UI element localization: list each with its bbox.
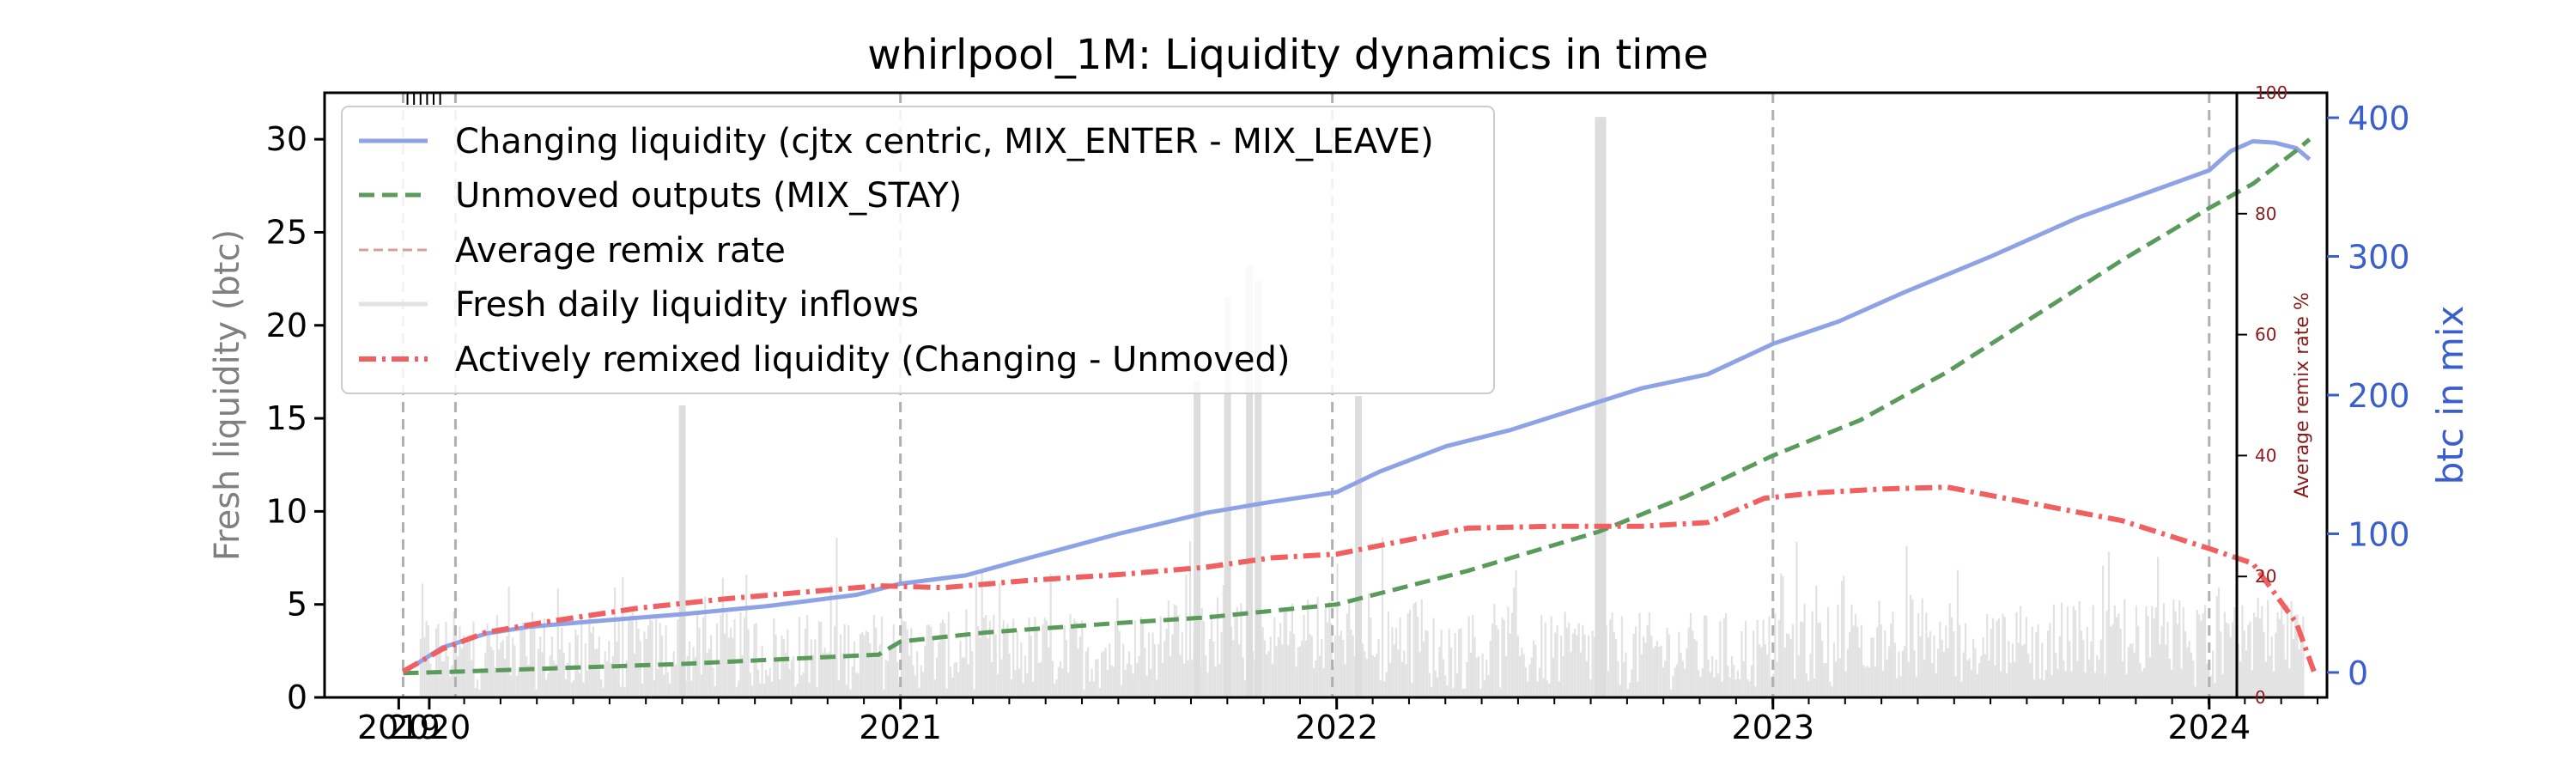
- fresh-inflow-bars: [419, 117, 2305, 697]
- legend-label-remixed: Actively remixed liquidity (Changing - U…: [455, 340, 1291, 380]
- left-tick-label: 0: [287, 679, 307, 716]
- remix-tick-label: 100: [2255, 82, 2287, 103]
- left-tick-label: 20: [266, 307, 307, 344]
- remix-tick-label: 0: [2255, 687, 2266, 708]
- left-tick-label: 10: [266, 492, 307, 530]
- remix-axis-label: Average remix rate %: [2292, 292, 2313, 498]
- legend: Changing liquidity (cjtx centric, MIX_EN…: [341, 106, 1495, 394]
- x-tick-label: 2019: [357, 709, 440, 746]
- left-axis-ticks: 0 5 10 15 20 25 30: [266, 120, 325, 716]
- inflow-peak-bar: [1355, 396, 1363, 697]
- left-tick-label: 15: [266, 399, 307, 437]
- x-tick-label: 2022: [1295, 709, 1378, 746]
- left-tick-label: 25: [266, 213, 307, 251]
- remix-axis-ticks: 0 20 40 60 80 100: [2237, 82, 2287, 708]
- remix-tick-label: 20: [2255, 566, 2276, 587]
- legend-box: [341, 106, 1495, 394]
- btc-tick-label: 300: [2348, 239, 2410, 277]
- x-tick-label: 2023: [1731, 709, 1814, 746]
- remix-tick-label: 80: [2255, 204, 2276, 224]
- inflow-peak-bar: [1255, 280, 1262, 697]
- btc-axis-ticks: 0 100 200 300 400: [2327, 100, 2410, 692]
- legend-label-changing: Changing liquidity (cjtx centric, MIX_EN…: [455, 122, 1434, 161]
- chart-title: whirlpool_1M: Liquidity dynamics in time: [867, 31, 1709, 79]
- left-axis-label: Fresh liquidity (btc): [208, 229, 247, 561]
- unmoved-outputs-line: [403, 137, 2312, 676]
- remix-tick-label: 40: [2255, 445, 2276, 466]
- changing-liquidity-line: [402, 139, 2312, 675]
- btc-tick-label: 0: [2348, 654, 2368, 692]
- inflow-peak-bar: [1595, 117, 1602, 697]
- legend-label-unmoved: Unmoved outputs (MIX_STAY): [455, 176, 962, 216]
- legend-label-fresh-inflows: Fresh daily liquidity inflows: [455, 285, 919, 325]
- inflow-peak-bar: [678, 405, 686, 697]
- series-lines: [402, 137, 2317, 676]
- inflow-peak-bar: [1599, 117, 1607, 697]
- btc-tick-label: 400: [2348, 100, 2410, 137]
- inflow-peak-bar: [1194, 380, 1201, 697]
- btc-tick-label: 200: [2348, 377, 2410, 415]
- left-tick-label: 5: [287, 586, 307, 624]
- inflow-peak-bar: [1246, 265, 1254, 697]
- left-tick-label: 30: [266, 120, 307, 158]
- x-tick-label: 2024: [2167, 709, 2251, 746]
- remix-tick-label: 60: [2255, 325, 2276, 345]
- inflow-peak-bar: [1224, 297, 1231, 697]
- btc-tick-label: 100: [2348, 515, 2410, 553]
- btc-axis-label: btc in mix: [2429, 306, 2471, 485]
- remixed-liquidity-line: [402, 484, 2317, 674]
- legend-label-remix-rate: Average remix rate: [455, 231, 786, 271]
- x-tick-label: 2021: [859, 709, 942, 746]
- event-lines: [401, 93, 2211, 697]
- x-tick-label: 2020: [388, 709, 471, 746]
